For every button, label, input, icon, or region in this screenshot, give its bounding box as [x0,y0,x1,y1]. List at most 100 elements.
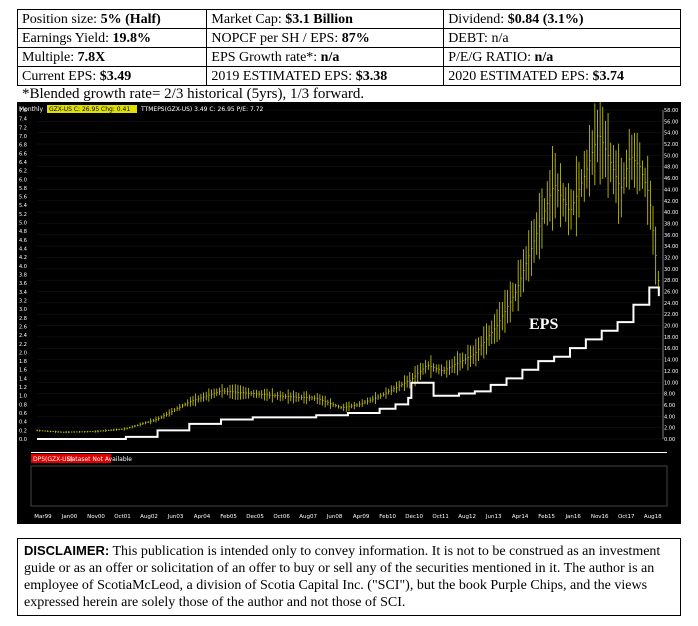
left-tick-label: 2.2 [19,342,27,348]
left-tick-label: 0.0 [19,437,27,443]
right-tick-label: 48.00 [664,165,678,171]
x-tick-label: Apr09 [353,514,370,520]
left-tick-label: 1.0 [19,394,27,400]
eps-2019-cell: 2019 ESTIMATED EPS: $3.38 [206,66,445,86]
eps-tag: TTMEPS(GZX-US) 3.49 C: 26.95 P/E: 7.72 [140,106,264,113]
metrics-row: Current EPS: $3.49 2019 ESTIMATED EPS: $… [16,66,681,86]
chart-grid [37,109,662,440]
left-tick-label: 3.2 [19,298,27,304]
right-tick-label: 16.00 [664,346,678,352]
disclaimer-lead: DISCLAIMER: [24,543,110,558]
metrics-table: Position size: 5% (Half) Market Cap: $3.… [16,9,681,86]
blended-growth-note: *Blended growth rate= 2/3 historical (5y… [22,86,365,102]
right-tick-label: 24.00 [664,301,678,307]
position-size-cell: Position size: 5% (Half) [16,9,208,29]
left-tick-label: 1.2 [19,385,27,391]
eps-line [37,286,660,440]
left-tick-label: 3.8 [19,273,27,279]
x-tick-label: Aug12 [458,514,476,520]
eps-2020-cell: 2020 ESTIMATED EPS: $3.74 [443,66,681,86]
right-tick-label: 38.00 [664,221,678,227]
right-tick-label: 54.00 [664,131,678,137]
right-tick-label: 40.00 [664,210,678,216]
right-axis: 0.00 2.00 4.00 6.00 8.00 10.00 12.00 14.00 16.00… [662,108,678,443]
right-tick-label: 8.00 [664,392,675,398]
metrics-row: Multiple: 7.8X EPS Growth rate*: n/a P/E… [16,47,681,67]
period-label: Monthly [19,106,43,113]
left-tick-label: 5.6 [19,195,27,201]
left-tick-label: 0.2 [19,428,27,434]
left-tick-label: 4.4 [19,247,27,253]
x-tick-label: Aug02 [140,514,158,520]
x-tick-label: Nov16 [591,514,609,520]
metrics-row: Position size: 5% (Half) Market Cap: $3.… [16,9,681,29]
disclaimer: DISCLAIMER: This publication is intended… [17,538,681,616]
right-tick-label: 14.00 [664,358,678,364]
left-tick-label: 6.0 [19,177,27,183]
x-tick-label: Aug18 [644,514,662,520]
left-tick-label: 6.6 [19,151,27,157]
x-tick-label: Apr04 [194,514,211,520]
x-tick-label: Jun03 [167,514,184,520]
eps-growth-cell: EPS Growth rate*: n/a [206,47,445,67]
x-tick-label: Apr14 [512,514,529,520]
x-tick-label: Oct17 [618,514,635,520]
debt-cell: DEBT: n/a [443,28,681,48]
left-tick-label: 7.0 [19,134,27,140]
price-tag: GZX-US C: 26.95 Chg: 0.41 [49,106,130,113]
right-tick-label: 0.00 [664,437,675,443]
left-tick-label: 2.8 [19,316,27,322]
chart-svg: Monthly GZX-US C: 26.95 Chg: 0.41 TTMEPS… [17,102,681,524]
peg-ratio-cell: P/E/G RATIO: n/a [443,47,681,67]
right-tick-label: 44.00 [664,187,678,193]
nopcf-cell: NOPCF per SH / EPS: 87% [206,28,445,48]
left-tick-label: 2.4 [19,333,27,339]
left-tick-label: 4.6 [19,238,27,244]
left-tick-label: 5.0 [19,221,27,227]
right-tick-label: 12.00 [664,369,678,375]
x-tick-label: Mar99 [34,514,52,520]
right-tick-label: 18.00 [664,335,678,341]
earnings-yield-cell: Earnings Yield: 19.8% [16,28,208,48]
x-tick-label: Feb15 [538,514,555,520]
left-tick-label: 3.4 [19,290,27,296]
current-eps-cell: Current EPS: $3.49 [16,66,208,86]
right-tick-label: 10.00 [664,380,678,386]
market-cap-cell: Market Cap: $3.1 Billion [206,9,445,29]
metrics-row: Earnings Yield: 19.8% NOPCF per SH / EPS… [16,28,681,48]
right-tick-label: 30.00 [664,267,678,273]
right-tick-label: 34.00 [664,244,678,250]
disclaimer-body: This publication is intended only to con… [24,544,661,610]
right-tick-label: 36.00 [664,233,678,239]
left-tick-label: 4.2 [19,255,27,261]
left-tick-label: 5.4 [19,203,27,209]
right-tick-label: 4.00 [664,414,675,420]
left-tick-label: 1.8 [19,359,27,365]
left-tick-label: 2.0 [19,350,27,356]
left-tick-label: 6.4 [19,160,27,166]
right-tick-label: 2.00 [664,426,675,432]
left-tick-label: 4.8 [19,229,27,235]
lower-panel-status: Dataset Not Available [67,456,132,463]
right-tick-label: 32.00 [664,255,678,261]
multiple-cell: Multiple: 7.8X [16,47,208,67]
right-tick-label: 26.00 [664,290,678,296]
left-tick-label: 1.6 [19,368,27,374]
left-axis: 0.0 0.2 0.4 0.6 0.8 1.0 1.2 1.4 1.6 1.8 2.0 2.2 2.4 2… [19,108,27,443]
price-series [36,102,660,434]
x-tick-label: Jun08 [326,514,343,520]
right-tick-label: 42.00 [664,199,678,205]
panel-divider [31,452,667,453]
left-tick-label: 5.8 [19,186,27,192]
x-tick-label: Feb10 [379,514,396,520]
x-tick-label: Oct11 [432,514,449,520]
right-tick-label: 56.00 [664,119,678,125]
left-tick-label: 6.8 [19,143,27,149]
x-tick-label: Jan16 [564,514,581,520]
lower-panel-tag-box [31,454,111,463]
left-tick-label: 7.2 [19,125,27,131]
left-tick-label: 0.6 [19,411,27,417]
price-eps-chart: Monthly GZX-US C: 26.95 Chg: 0.41 TTMEPS… [17,102,681,524]
right-tick-label: 22.00 [664,312,678,318]
left-tick-label: 7.4 [19,117,27,123]
